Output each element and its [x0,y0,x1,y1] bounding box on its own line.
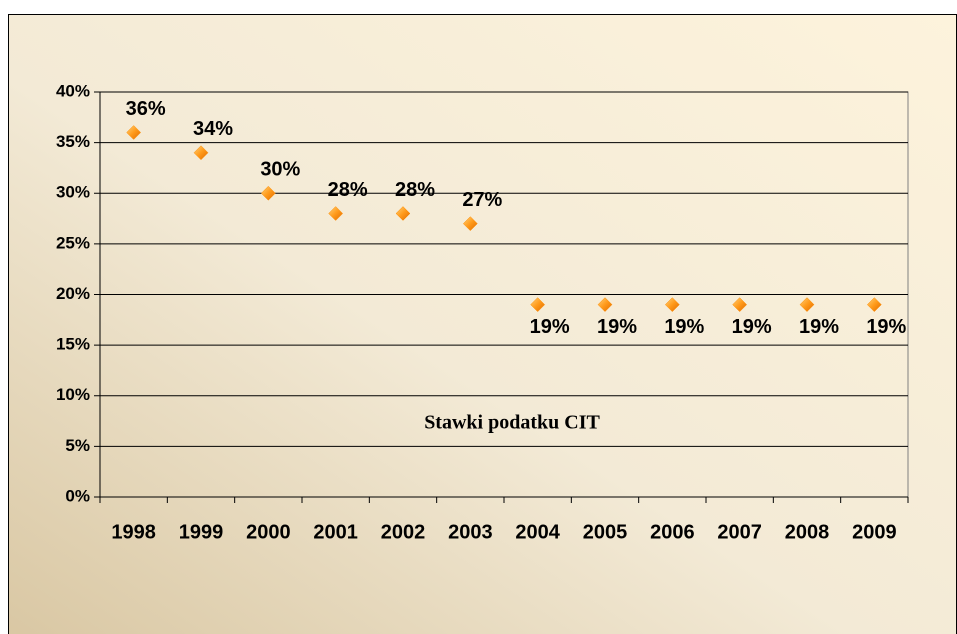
data-label: 27% [462,189,502,211]
y-tick-label: 35% [56,132,90,151]
y-tick-label: 20% [56,284,90,303]
x-tick-label: 2007 [717,521,762,543]
x-tick-label: 2002 [381,521,426,543]
data-label: 19% [597,316,637,338]
y-tick-label: 5% [65,436,90,455]
x-tick-label: 2001 [313,521,358,543]
x-tick-label: 2004 [515,521,560,543]
x-tick-label: 2005 [583,521,628,543]
data-label: 36% [126,98,166,120]
y-tick-label: 25% [56,233,90,252]
y-tick-label: 0% [65,486,90,505]
x-tick-label: 2009 [852,521,897,543]
data-label: 30% [260,159,300,181]
x-tick-label: 1998 [111,521,156,543]
data-label: 19% [732,316,772,338]
data-label: 19% [530,316,570,338]
marker [462,216,478,231]
y-tick-label: 10% [56,385,90,404]
data-label: 28% [328,179,368,201]
marker [328,206,344,221]
x-tick-label: 2006 [650,521,695,543]
marker [597,297,613,312]
x-tick-label: 1999 [179,521,224,543]
marker [866,297,882,312]
marker [732,297,748,312]
marker [260,185,276,201]
marker [126,125,142,140]
data-label: 34% [193,118,233,140]
chart-frame [8,14,957,634]
y-tick-label: 40% [56,81,90,100]
marker [530,297,546,312]
x-tick-label: 2003 [448,521,493,543]
data-label: 19% [866,316,906,338]
data-label: 19% [799,316,839,338]
marker [193,145,209,161]
x-tick-label: 2000 [246,521,291,543]
x-tick-label: 2008 [785,521,830,543]
marker [799,297,815,312]
marker [664,297,680,312]
data-label: 28% [395,179,435,201]
data-label: 19% [664,316,704,338]
chart-title: Stawki podatku CIT [424,412,600,434]
marker [395,206,411,221]
y-tick-label: 30% [56,183,90,202]
y-tick-label: 15% [56,335,90,354]
